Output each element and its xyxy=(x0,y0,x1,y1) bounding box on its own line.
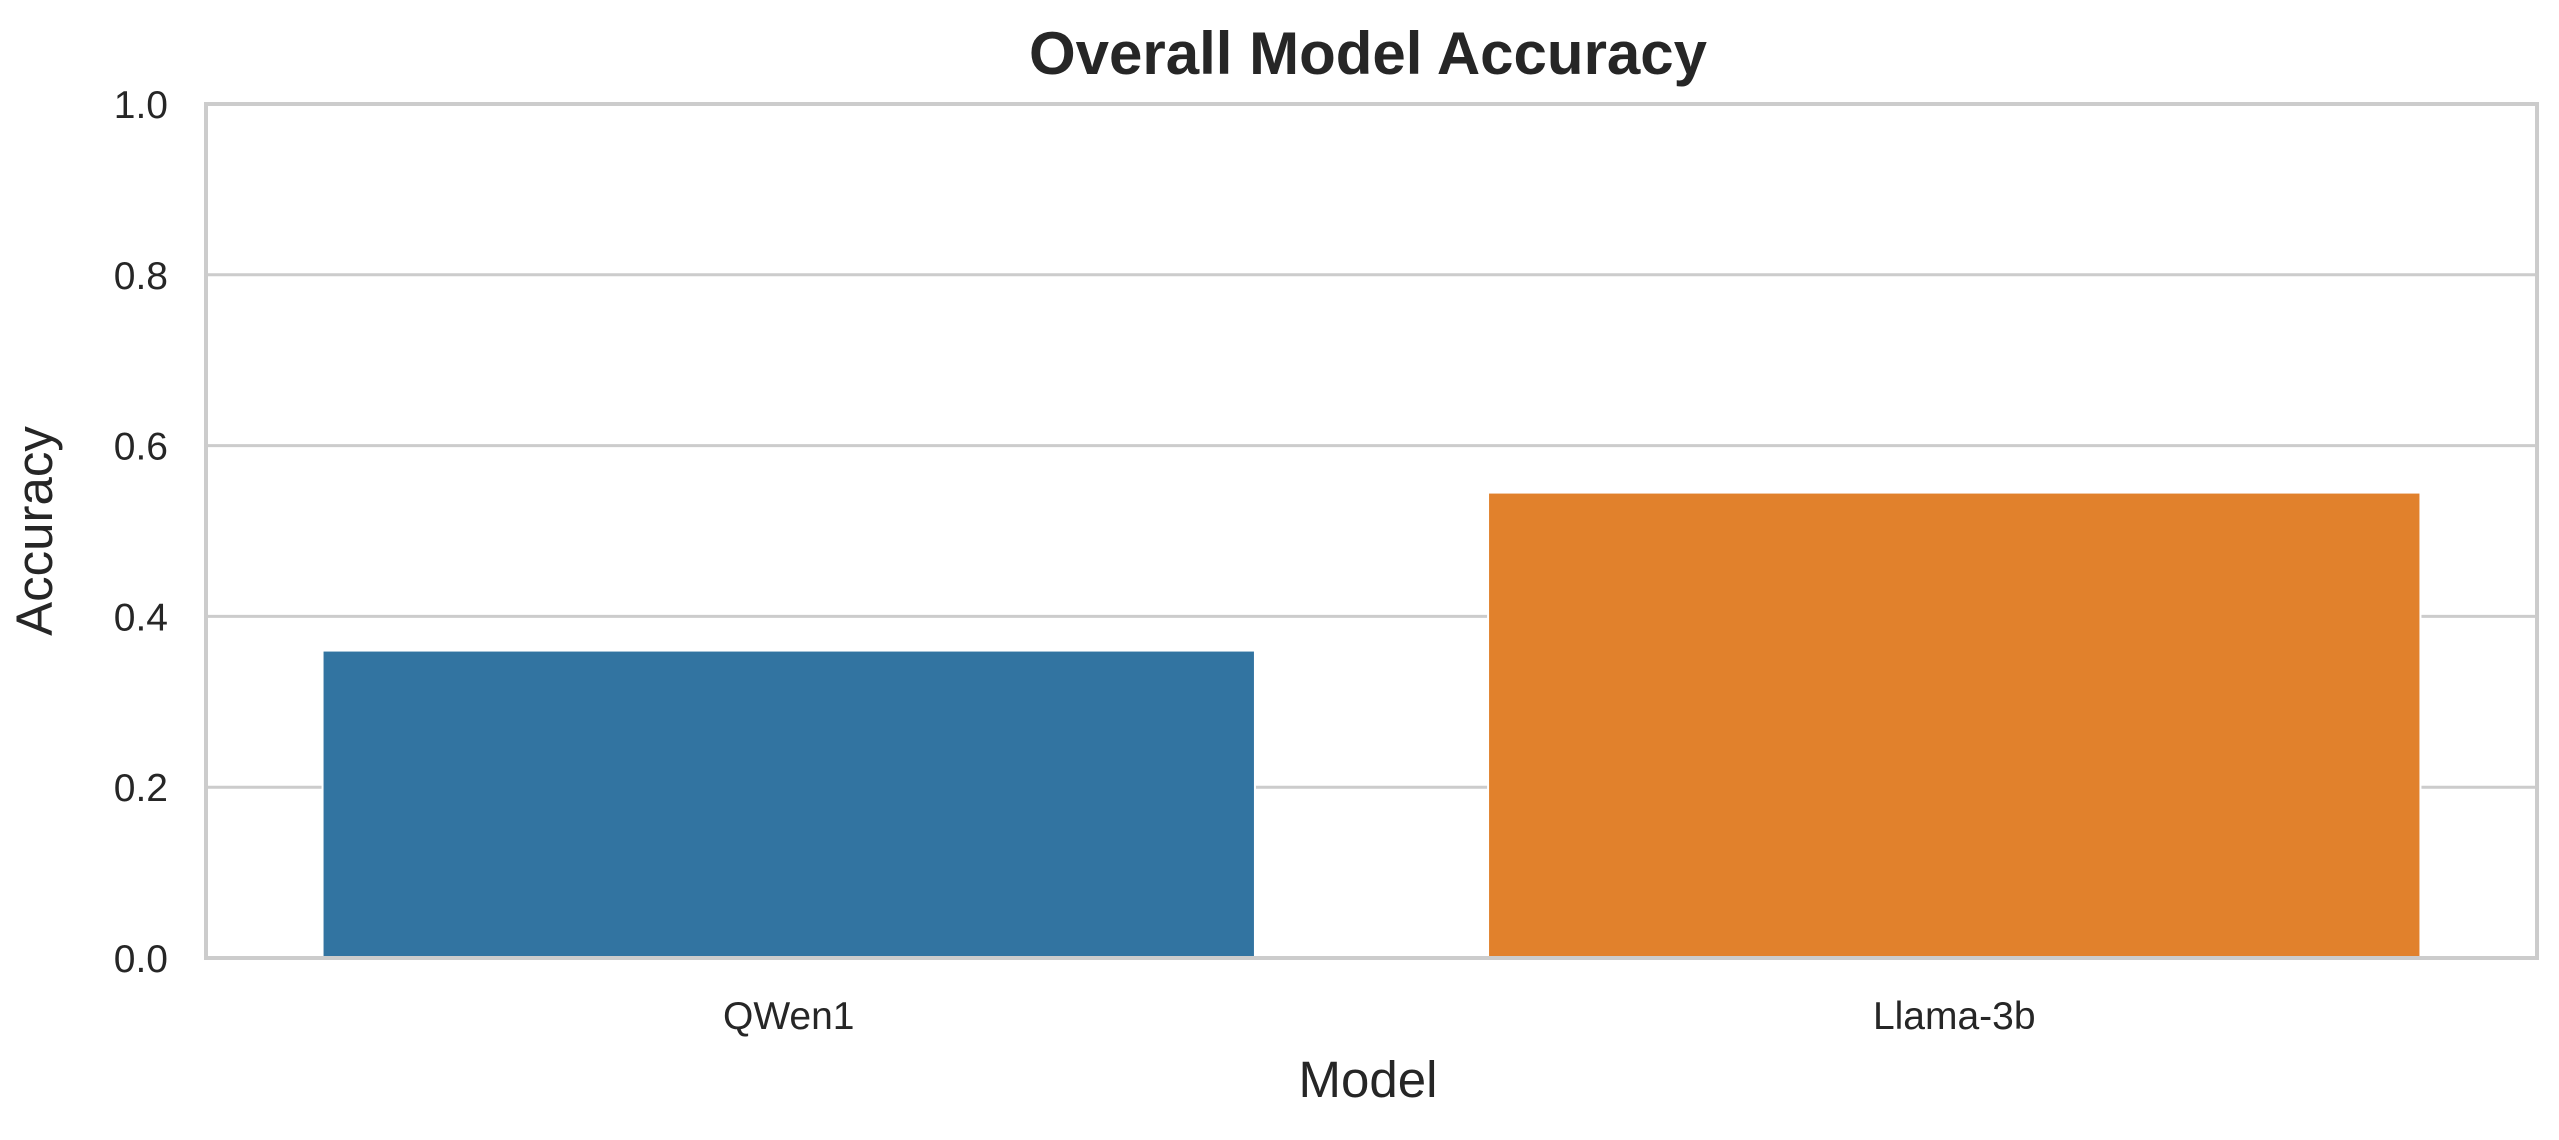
x-tick-label: Llama-3b xyxy=(1873,995,2036,1038)
y-tick-label: 0.2 xyxy=(114,767,168,810)
y-tick-label: 0.6 xyxy=(114,426,168,469)
x-axis-label: Model xyxy=(1299,1051,1438,1108)
x-tick-label: QWen1 xyxy=(723,995,855,1038)
y-tick-label: 1.0 xyxy=(114,84,168,127)
y-tick-label: 0.0 xyxy=(114,938,168,981)
y-tick-label: 0.4 xyxy=(114,596,168,639)
bars xyxy=(321,491,2422,959)
bar-qwen1 xyxy=(321,649,1256,959)
y-tick-label: 0.8 xyxy=(114,255,168,298)
y-axis-label: Accuracy xyxy=(6,426,63,636)
y-tick-labels: 0.0 0.2 0.4 0.6 0.8 1.0 xyxy=(114,84,168,981)
bar-llama-3b xyxy=(1487,491,2422,959)
plot-frame xyxy=(204,102,2539,960)
x-tick-labels: QWen1 Llama-3b xyxy=(723,995,2036,1038)
chart-title: Overall Model Accuracy xyxy=(1029,20,1708,87)
